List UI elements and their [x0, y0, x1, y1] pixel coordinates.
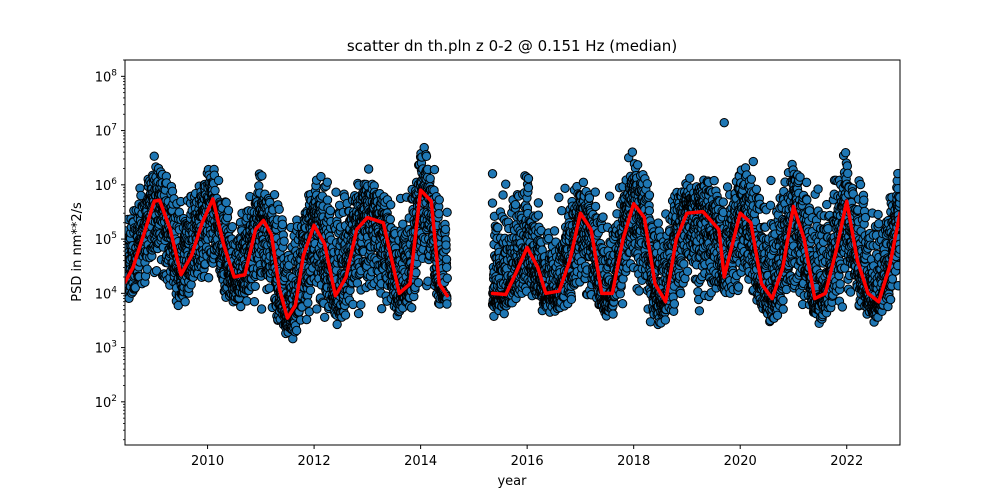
- scatter-point: [434, 195, 444, 205]
- scatter-point: [386, 200, 396, 210]
- scatter-point: [533, 210, 544, 220]
- scatter-point: [353, 308, 364, 319]
- scatter-point: [560, 183, 570, 193]
- plot-area: [124, 59, 901, 446]
- scatter-point: [303, 298, 313, 308]
- scatter-point: [493, 222, 503, 233]
- scatter-point: [429, 164, 440, 175]
- scatter-point: [322, 177, 332, 187]
- scatter-point: [669, 299, 680, 309]
- scatter-point: [348, 299, 358, 310]
- scatter-point: [634, 286, 644, 296]
- scatter-point: [499, 308, 509, 319]
- scatter-point: [675, 288, 686, 299]
- scatter-point: [149, 151, 159, 161]
- scatter-point: [340, 310, 351, 320]
- scatter-point: [590, 201, 601, 212]
- scatter-point: [356, 300, 366, 310]
- scatter-point: [322, 195, 333, 205]
- scatter-point: [213, 175, 224, 186]
- scatter-point: [510, 199, 521, 210]
- scatter-point: [440, 224, 451, 234]
- scatter-point: [319, 312, 330, 322]
- scatter-point: [557, 205, 567, 216]
- scatter-point: [441, 240, 451, 250]
- scatter-series: [125, 117, 900, 344]
- scatter-point: [291, 325, 302, 336]
- scatter-point: [274, 204, 284, 215]
- scatter-point: [407, 303, 417, 313]
- scatter-point: [442, 207, 452, 218]
- scatter-point: [242, 296, 252, 306]
- scatter-point: [627, 147, 638, 157]
- scatter-point: [549, 226, 560, 236]
- scatter-point: [227, 222, 238, 232]
- scatter-point: [523, 182, 534, 193]
- scatter-point: [167, 186, 178, 197]
- scatter-point: [554, 192, 564, 203]
- scatter-point: [644, 190, 655, 200]
- scatter-point: [210, 185, 220, 196]
- scatter-point: [223, 205, 234, 216]
- scatter-point: [312, 304, 322, 314]
- scatter-point: [598, 212, 608, 222]
- scatter-point: [442, 299, 452, 309]
- scatter-point: [279, 236, 289, 246]
- scatter-point: [441, 262, 452, 273]
- scatter-point: [604, 191, 615, 201]
- scatter-point: [617, 299, 628, 309]
- scatter-point: [642, 179, 653, 189]
- scatter-point: [523, 173, 534, 184]
- scatter-point: [376, 303, 387, 314]
- scatter-point: [331, 187, 341, 197]
- scatter-point: [498, 190, 508, 200]
- scatter-point: [249, 296, 260, 307]
- scatter-point: [301, 314, 312, 325]
- scatter-point: [566, 294, 577, 305]
- scatter-point: [590, 187, 600, 197]
- scatter-point: [441, 254, 452, 264]
- scatter-point: [487, 198, 498, 208]
- scatter-point: [434, 209, 444, 219]
- scatter-point: [413, 277, 424, 288]
- scatter-point: [608, 309, 618, 319]
- scatter-point: [385, 214, 396, 225]
- scatter-point: [257, 171, 267, 181]
- scatter-point: [533, 198, 544, 208]
- scatter-point: [442, 273, 452, 283]
- scatter-point: [180, 297, 190, 307]
- chart-title: scatter dn th.pln z 0-2 @ 0.151 Hz (medi…: [347, 37, 677, 55]
- scatter-point: [501, 179, 511, 189]
- scatter-point: [660, 315, 671, 325]
- scatter-point: [256, 304, 267, 314]
- scatter-point: [221, 197, 231, 208]
- scatter-point: [325, 205, 336, 216]
- scatter-point: [277, 219, 288, 230]
- scatter-point: [130, 283, 141, 293]
- scatter-point: [644, 206, 655, 216]
- scatter-point: [632, 160, 643, 170]
- scatter-point: [305, 285, 316, 296]
- scatter-point: [250, 281, 260, 291]
- scatter-point: [421, 151, 432, 161]
- scatter-point: [653, 218, 663, 228]
- scatter-point: [363, 164, 374, 174]
- scatter-point: [578, 177, 589, 188]
- scatter-point: [269, 189, 280, 200]
- scatter-point: [203, 273, 214, 283]
- scatter-point: [425, 173, 435, 184]
